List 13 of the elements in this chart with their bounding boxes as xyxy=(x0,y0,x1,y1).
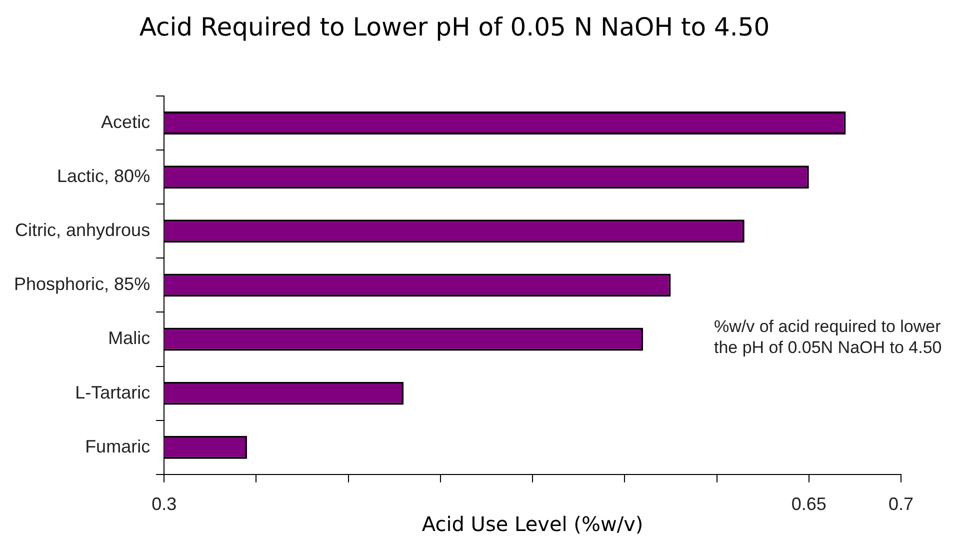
y-tick-label: L-Tartaric xyxy=(75,382,150,402)
y-tick-label: Lactic, 80% xyxy=(57,166,150,186)
x-tick-label: 0.65 xyxy=(791,494,826,514)
y-tick-label: Malic xyxy=(108,328,150,348)
y-tick-label: Citric, anhydrous xyxy=(15,220,150,240)
x-tick-label: 0.3 xyxy=(152,494,177,514)
y-tick-label: Phosphoric, 85% xyxy=(14,274,150,294)
x-axis-title: Acid Use Level (%w/v) xyxy=(422,512,644,536)
chart-title: Acid Required to Lower pH of 0.05 N NaOH to 4.50 xyxy=(139,12,770,42)
x-tick-label: 0.7 xyxy=(888,494,914,514)
y-tick-label: Fumaric xyxy=(85,436,150,456)
annotation: %w/v of acid required to lower the pH of 0.05N NaOH to 4.50 xyxy=(714,316,943,358)
y-tick-label: Acetic xyxy=(101,112,150,132)
